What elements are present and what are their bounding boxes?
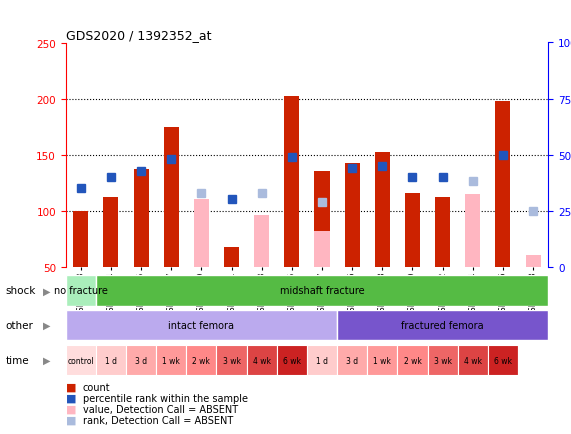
- Bar: [186, 345, 216, 375]
- Text: count: count: [83, 382, 110, 392]
- Bar: [428, 345, 458, 375]
- Text: 6 wk: 6 wk: [494, 356, 512, 365]
- Text: ■: ■: [66, 382, 76, 392]
- Bar: [66, 345, 96, 375]
- Text: 2 wk: 2 wk: [404, 356, 421, 365]
- Bar: [375, 153, 390, 267]
- Bar: [367, 345, 397, 375]
- Text: shock: shock: [6, 286, 36, 296]
- Text: percentile rank within the sample: percentile rank within the sample: [83, 393, 248, 403]
- Bar: [277, 345, 307, 375]
- Bar: [66, 310, 337, 341]
- Text: GDS2020 / 1392352_at: GDS2020 / 1392352_at: [66, 29, 211, 42]
- Text: no fracture: no fracture: [54, 286, 108, 296]
- Text: intact femora: intact femora: [168, 321, 234, 330]
- Bar: [435, 197, 450, 267]
- Text: 6 wk: 6 wk: [283, 356, 301, 365]
- Text: ▶: ▶: [43, 321, 50, 330]
- Bar: [66, 276, 96, 306]
- Bar: [156, 345, 186, 375]
- Bar: [103, 197, 118, 267]
- Text: other: other: [6, 321, 34, 330]
- Bar: [496, 102, 510, 267]
- Bar: [134, 170, 148, 267]
- Text: 3 wk: 3 wk: [223, 356, 240, 365]
- Text: 1 d: 1 d: [105, 356, 117, 365]
- Bar: [73, 211, 89, 267]
- Bar: [518, 345, 548, 375]
- Text: 3 d: 3 d: [346, 356, 358, 365]
- Bar: [194, 200, 209, 267]
- Text: 4 wk: 4 wk: [253, 356, 271, 365]
- Text: 1 wk: 1 wk: [162, 356, 180, 365]
- Text: rank, Detection Call = ABSENT: rank, Detection Call = ABSENT: [83, 415, 233, 424]
- Bar: [126, 345, 156, 375]
- Text: ■: ■: [66, 393, 76, 403]
- Text: 3 wk: 3 wk: [433, 356, 452, 365]
- Bar: [307, 345, 337, 375]
- Bar: [254, 216, 269, 267]
- Bar: [224, 248, 239, 267]
- Text: 3 d: 3 d: [135, 356, 147, 365]
- Bar: [345, 164, 360, 267]
- Text: ■: ■: [66, 404, 76, 414]
- Bar: [525, 256, 541, 267]
- Bar: [247, 345, 277, 375]
- Text: 1 d: 1 d: [316, 356, 328, 365]
- Text: ▶: ▶: [43, 355, 50, 365]
- Bar: [337, 310, 548, 341]
- Bar: [284, 97, 299, 267]
- Bar: [405, 193, 420, 267]
- Bar: [458, 345, 488, 375]
- Bar: [465, 194, 480, 267]
- Text: 2 wk: 2 wk: [192, 356, 210, 365]
- Bar: [488, 345, 518, 375]
- Bar: [337, 345, 367, 375]
- Text: midshaft fracture: midshaft fracture: [280, 286, 364, 296]
- Text: ■: ■: [66, 415, 76, 424]
- Bar: [216, 345, 247, 375]
- Bar: [397, 345, 428, 375]
- Bar: [315, 231, 329, 267]
- Text: time: time: [6, 355, 29, 365]
- Bar: [164, 127, 179, 267]
- Text: ▶: ▶: [43, 286, 50, 296]
- Bar: [315, 172, 329, 267]
- Bar: [96, 345, 126, 375]
- Text: control: control: [67, 356, 94, 365]
- Text: value, Detection Call = ABSENT: value, Detection Call = ABSENT: [83, 404, 238, 414]
- Text: fractured femora: fractured femora: [401, 321, 484, 330]
- Text: 1 wk: 1 wk: [373, 356, 391, 365]
- Text: 4 wk: 4 wk: [464, 356, 482, 365]
